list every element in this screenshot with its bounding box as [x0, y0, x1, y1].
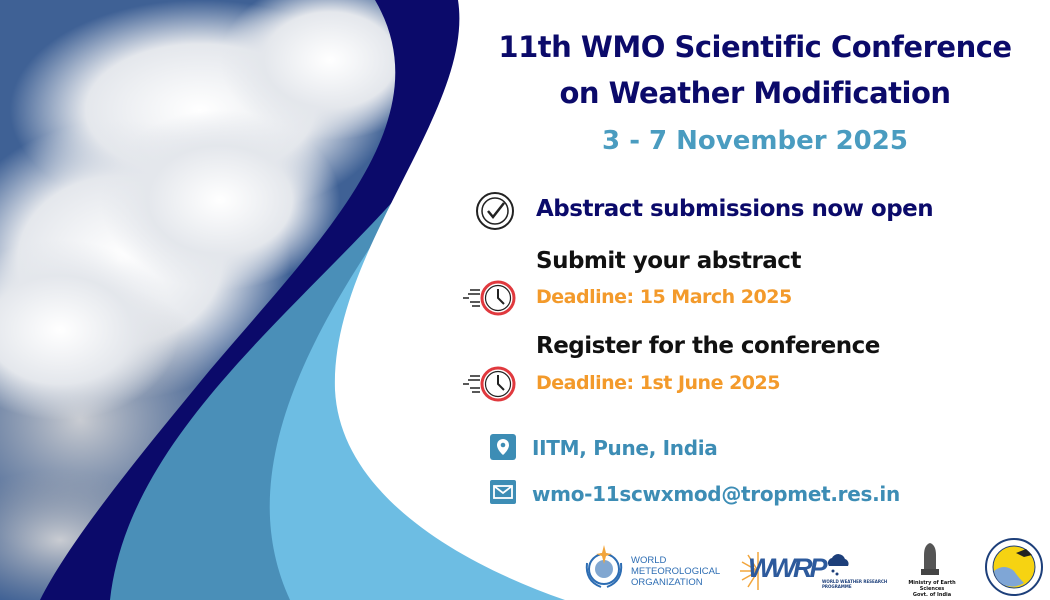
wmo-logo-text: WORLD METEOROLOGICAL ORGANIZATION — [631, 555, 720, 588]
email-link[interactable]: wmo-11scwxmod@tropmet.res.in — [532, 482, 900, 506]
wmo-text-line: ORGANIZATION — [631, 577, 703, 588]
wwrp-logo-text: WWRP — [748, 553, 828, 583]
title-line-1: 11th WMO Scientific Conference — [498, 30, 1012, 64]
moes-logo-text: Ministry of Earth Sciences Govt. of Indi… — [896, 580, 968, 598]
fast-clock-icon — [463, 366, 516, 402]
deadline-heading: Submit your abstract — [536, 248, 801, 274]
iitm-seal-icon — [985, 538, 1043, 596]
deadline-date: Deadline: 15 March 2025 — [536, 286, 792, 308]
wmo-emblem-icon — [585, 545, 623, 588]
map-pin-icon — [490, 434, 516, 460]
title-line-2: on Weather Modification — [559, 76, 951, 110]
deadline-heading: Register for the conference — [536, 333, 880, 359]
india-emblem-icon — [921, 543, 939, 575]
moes-text-line: Ministry of Earth Sciences — [908, 580, 956, 592]
wwrp-sun-icon — [740, 552, 759, 590]
check-circle-icon — [476, 192, 514, 230]
announcement-text: Abstract submissions now open — [536, 196, 934, 222]
wmo-text-line: METEOROLOGICAL — [631, 566, 721, 577]
cloud-rain-icon — [827, 554, 849, 576]
location-text: IITM, Pune, India — [532, 436, 718, 460]
moes-text-line: Govt. of India — [912, 592, 952, 598]
conference-dates: 3 - 7 November 2025 — [602, 126, 908, 156]
envelope-icon — [490, 480, 516, 504]
wwrp-subtitle: WORLD WEATHER RESEARCH PROGRAMME — [822, 579, 888, 589]
wmo-text-line: WORLD — [631, 555, 667, 566]
fast-clock-icon — [463, 280, 516, 316]
deadline-date: Deadline: 1st June 2025 — [536, 372, 780, 394]
